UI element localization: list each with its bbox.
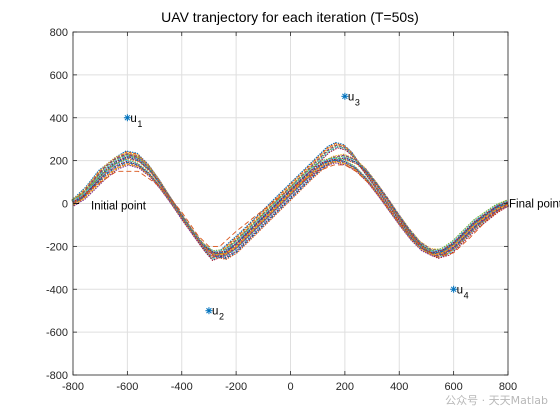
y-tick-label: 400 xyxy=(50,113,68,125)
y-tick-label: -400 xyxy=(46,284,68,296)
trajectory-iteration xyxy=(73,157,509,259)
x-tick-label: -400 xyxy=(171,381,193,393)
ground-user-marker xyxy=(450,285,458,293)
initial-point-label: Initial point xyxy=(91,201,147,213)
ground-user-label: u xyxy=(212,306,218,318)
y-tick-label: -200 xyxy=(46,241,68,253)
trajectory-iteration xyxy=(73,161,509,256)
ground-user-subscript: 4 xyxy=(464,290,469,300)
trajectory-traces xyxy=(71,141,510,262)
trajectory-iteration xyxy=(73,162,510,257)
y-tick-labels: -800 -600 -400 -200 0 200 400 600 800 xyxy=(46,27,68,382)
ground-user-subscript: 1 xyxy=(137,119,142,129)
y-tick-label: 0 xyxy=(62,199,68,211)
ground-user-label: u xyxy=(457,284,463,296)
ground-user-marker xyxy=(123,114,131,122)
x-tick-label: -200 xyxy=(225,381,247,393)
x-tick-label: 200 xyxy=(336,381,354,393)
y-tick-label: -600 xyxy=(46,327,68,339)
x-tick-label: -600 xyxy=(116,381,138,393)
ground-user-subscript: 2 xyxy=(219,312,224,322)
grid-lines xyxy=(72,31,509,376)
trajectory-iteration xyxy=(72,160,509,255)
axes-frame xyxy=(72,31,509,376)
x-tick-label: 0 xyxy=(287,381,293,393)
x-tick-label: 400 xyxy=(390,381,408,393)
y-tick-label: 800 xyxy=(50,27,68,39)
x-tick-label: 600 xyxy=(444,381,462,393)
x-tick-label: 800 xyxy=(499,381,517,393)
ground-user-markers: u 1u 2u 3u 4 xyxy=(123,91,469,322)
ground-user-marker xyxy=(205,307,213,315)
y-tick-label: 600 xyxy=(50,70,68,82)
ground-user-marker xyxy=(341,92,349,100)
trajectory-iteration xyxy=(72,155,509,258)
x-tick-label: -800 xyxy=(62,381,84,393)
ground-user-label: u xyxy=(348,91,354,103)
y-tick-label: -800 xyxy=(46,370,68,382)
ground-user-label: u xyxy=(130,113,136,125)
trajectory-iteration xyxy=(71,156,507,252)
trajectory-iteration xyxy=(72,159,508,254)
trajectory-iteration xyxy=(72,158,508,254)
trajectory-initial xyxy=(72,164,509,258)
y-tick-label: 200 xyxy=(50,156,68,168)
ground-user-subscript: 3 xyxy=(355,97,360,107)
final-point-label: Final point xyxy=(509,199,560,211)
x-tick-labels: -800 -600 -400 -200 0 200 400 600 800 xyxy=(62,381,517,393)
watermark: 公众号 · 天天Matlab xyxy=(445,394,548,407)
chart-title: UAV tranjectory for each iteration (T=50… xyxy=(161,9,419,25)
